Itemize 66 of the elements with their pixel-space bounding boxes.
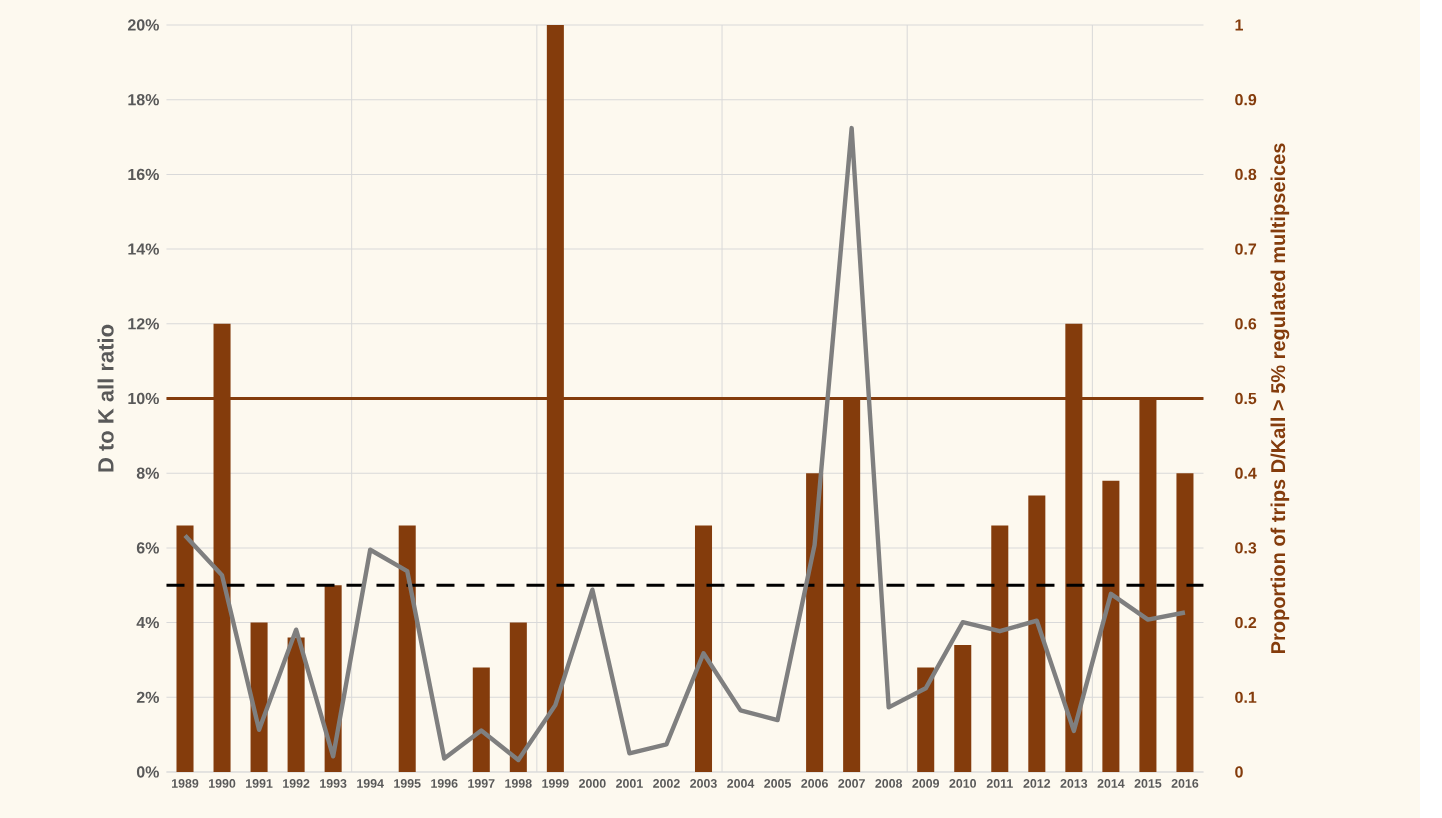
x-tick-label: 2016 — [1171, 779, 1199, 788]
y2-tick-label: 0.1 — [1235, 691, 1257, 703]
x-tick-label: 1991 — [246, 779, 273, 788]
x-tick-label: 2008 — [875, 779, 903, 788]
x-tick-label: 1999 — [542, 779, 569, 788]
bar — [176, 525, 194, 772]
y-tick-label: 14% — [128, 243, 159, 255]
y-axis-title: D to K all ratio — [97, 324, 114, 472]
x-tick-label: 2009 — [912, 779, 940, 788]
x-tick-label: 1995 — [394, 779, 421, 788]
bar — [509, 622, 527, 772]
bar — [1028, 495, 1046, 772]
bar — [694, 525, 713, 772]
y-tick-label: 4% — [136, 616, 159, 629]
y2-tick-label: 0.4 — [1235, 467, 1257, 479]
x-tick-label: 2003 — [690, 779, 717, 788]
x-tick-label: 2000 — [579, 779, 606, 788]
x-tick-label: 1996 — [431, 779, 458, 788]
x-tick-label: 1997 — [468, 779, 495, 788]
x-tick-label: 2010 — [949, 779, 977, 788]
y2-tick-label: 0.6 — [1235, 318, 1257, 330]
x-tick-label: 2011 — [986, 779, 1013, 788]
x-tick-label: 1993 — [320, 779, 347, 788]
bar — [1176, 473, 1194, 772]
y2-tick-label: 0.8 — [1235, 168, 1257, 181]
y-tick-label: 8% — [136, 467, 159, 479]
x-tick-label: 2004 — [727, 779, 755, 788]
bar — [398, 525, 416, 772]
y2-tick-label: 0.7 — [1235, 243, 1257, 255]
y-tick-label: 12% — [128, 318, 159, 330]
y-tick-label: 18% — [128, 94, 159, 106]
y2-tick-label: 0.2 — [1235, 616, 1257, 629]
bar — [250, 622, 268, 772]
x-tick-label: 2013 — [1060, 779, 1088, 788]
y-tick-label: 2% — [136, 691, 159, 703]
y-tick-label: 16% — [128, 168, 159, 181]
bar — [954, 644, 972, 772]
x-tick-label: 2012 — [1023, 779, 1051, 788]
bar — [472, 667, 490, 772]
y-tick-label: 6% — [136, 542, 159, 554]
x-tick-label: 2002 — [653, 779, 680, 788]
y2-axis-title: Proportion of trips D/Kall > 5% regulated multipseices — [1270, 143, 1290, 654]
y2-tick-label: 0.3 — [1235, 542, 1257, 554]
x-tick-label: 2005 — [764, 779, 792, 788]
x-tick-label: 1989 — [172, 779, 199, 788]
line-series — [182, 125, 1188, 763]
y2-tick-label: 0.9 — [1235, 94, 1257, 106]
y-tick-label: 10% — [128, 392, 159, 405]
y-tick-label: 20% — [127, 19, 159, 31]
x-tick-label: 1998 — [505, 779, 532, 788]
x-tick-label: 2006 — [801, 779, 828, 788]
bar — [991, 525, 1009, 772]
bar — [917, 667, 935, 772]
y2-tick-label: 0 — [1235, 766, 1243, 778]
x-tick-label: 2014 — [1097, 779, 1125, 788]
x-tick-label: 2007 — [838, 779, 865, 788]
y2-tick-label: 0.5 — [1235, 392, 1257, 405]
bar — [287, 637, 305, 772]
x-tick-label: 1994 — [357, 779, 384, 788]
x-tick-label: 1990 — [209, 779, 236, 788]
x-tick-label: 1992 — [283, 779, 310, 788]
x-tick-label: 2015 — [1134, 779, 1162, 788]
y-tick-label: 0% — [136, 766, 159, 778]
bar — [1102, 480, 1120, 772]
x-tick-label: 2001 — [616, 779, 643, 788]
y2-tick-label: 1 — [1235, 19, 1243, 31]
